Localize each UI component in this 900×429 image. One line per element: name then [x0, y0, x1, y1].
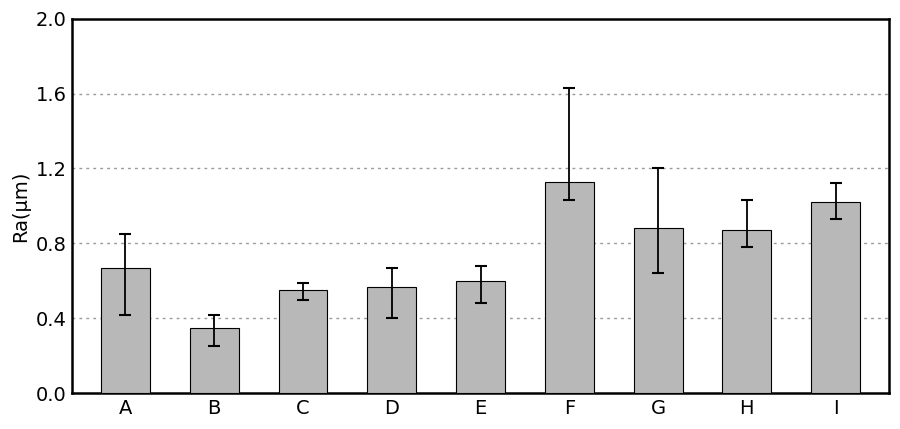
Bar: [634, 229, 682, 393]
Bar: [544, 181, 594, 393]
Bar: [456, 281, 505, 393]
Bar: [367, 287, 416, 393]
Bar: [190, 328, 239, 393]
Y-axis label: Ra(μm): Ra(μm): [11, 170, 30, 242]
Bar: [101, 268, 150, 393]
Bar: [723, 230, 771, 393]
Bar: [279, 290, 328, 393]
Bar: [811, 202, 860, 393]
